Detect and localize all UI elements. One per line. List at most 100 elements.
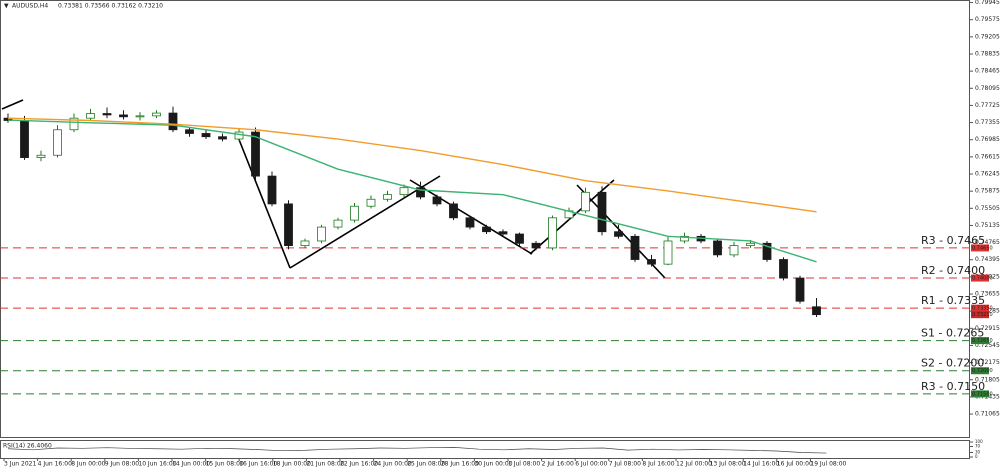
- y-tick-label: 0.79575: [975, 16, 1000, 23]
- rsi-tick-label: 70: [975, 444, 981, 449]
- candle-body: [663, 240, 673, 265]
- y-tick-label: 0.78095: [975, 85, 1000, 92]
- rsi-tick-label: 30: [975, 450, 981, 455]
- candle-body: [795, 277, 805, 302]
- candle-body: [168, 112, 178, 131]
- candle-body: [383, 194, 392, 200]
- candle-body: [350, 205, 359, 221]
- rsi-line: [7, 447, 827, 454]
- y-tick-label: 0.71065: [975, 411, 1000, 418]
- price-tag-box: [971, 311, 989, 319]
- moving-average: [7, 119, 817, 263]
- level-tag-box: [971, 390, 989, 398]
- candle-body: [317, 226, 326, 242]
- y-tick-label: 0.72915: [975, 325, 1000, 332]
- x-tick-label: 19 Jul 08:00: [810, 461, 846, 468]
- candle-body: [399, 187, 409, 196]
- candle-body: [432, 196, 442, 205]
- level-tag: 0.74000: [972, 276, 993, 282]
- candle-body: [218, 136, 227, 140]
- x-tick-label: 9 Jun 08:00: [105, 461, 139, 468]
- candle-body: [614, 231, 623, 237]
- y-tick-label: 0.76615: [975, 153, 1000, 160]
- x-tick-label: 1 Jul 08:00: [508, 461, 540, 468]
- level-tag-box: [971, 304, 989, 312]
- level-tag: 0.72650: [972, 338, 993, 344]
- candle-body: [449, 203, 458, 219]
- x-tick-label: 13 Jul 08:00: [710, 461, 746, 468]
- candle-body: [20, 120, 29, 158]
- x-tick-label: 14 Jun 00:00: [172, 461, 210, 468]
- x-tick-label: 14 Jul 16:00: [743, 461, 779, 468]
- level-label: R1 - 0.7335: [921, 294, 985, 307]
- candle-body: [201, 133, 211, 138]
- candle-body: [812, 306, 821, 316]
- candle-body: [234, 131, 244, 140]
- level-label: S1 - 0.7265: [921, 327, 984, 340]
- y-tick-label: 0.79205: [975, 33, 1000, 40]
- x-tick-label: 22 Jun 16:00: [340, 461, 378, 468]
- candle-body: [597, 191, 607, 233]
- ohlc-header: 0.73381 0.73566 0.73162 0.73210: [58, 3, 163, 10]
- level-tag-box: [971, 367, 989, 375]
- x-tick-label: 4 Jun 16:00: [38, 461, 72, 468]
- x-tick-label: 2 Jul 16:00: [542, 461, 574, 468]
- level-label: R3 - 0.7150: [921, 380, 985, 393]
- candle-body: [779, 259, 788, 279]
- candle-body: [119, 114, 128, 118]
- x-tick-label: 7 Jul 08:00: [609, 461, 641, 468]
- candle-body: [416, 187, 425, 198]
- candle-body: [152, 112, 161, 117]
- y-tick-label: 0.74765: [975, 239, 1000, 246]
- candle-body: [36, 154, 46, 158]
- candle-body: [729, 245, 739, 256]
- level-tag: 0.73350: [972, 306, 993, 312]
- level-label: R2 - 0.7400: [921, 264, 985, 277]
- rsi-tick-label: 0: [975, 454, 978, 459]
- candle-body: [284, 203, 293, 247]
- y-tick-label: 0.79945: [975, 0, 1000, 6]
- y-tick-label: 0.77725: [975, 102, 1000, 109]
- candle-body: [86, 113, 95, 119]
- x-tick-label: 30 Jun 00:00: [474, 461, 512, 468]
- y-tick-label: 0.72175: [975, 359, 1000, 366]
- x-tick-label: 28 Jun 16:00: [441, 461, 479, 468]
- price-tag: 0.73210: [972, 312, 993, 318]
- candle-body: [267, 175, 277, 205]
- candle-body: [515, 233, 524, 244]
- candle-body: [333, 219, 343, 228]
- moving-average: [7, 117, 817, 213]
- x-tick-label: 24 Jun 00:00: [374, 461, 412, 468]
- collapse-arrow[interactable]: ▼: [4, 3, 9, 10]
- y-tick-label: 0.78835: [975, 50, 1000, 57]
- level-tag: 0.72000: [972, 368, 993, 374]
- candle-body: [498, 231, 508, 235]
- level-tag: 0.74650: [972, 245, 993, 251]
- candle-body: [746, 242, 755, 247]
- y-tick-label: 0.75135: [975, 222, 1000, 229]
- y-tick-label: 0.78465: [975, 68, 1000, 75]
- y-tick-label: 0.74395: [975, 256, 1000, 263]
- level-tag: 0.71500: [972, 391, 993, 397]
- y-tick-label: 0.72545: [975, 342, 1000, 349]
- y-tick-label: 0.73655: [975, 291, 1000, 298]
- x-tick-label: 10 Jun 16:00: [138, 461, 176, 468]
- y-tick-label: 0.76245: [975, 171, 1000, 178]
- x-tick-label: 16 Jun 16:00: [239, 461, 277, 468]
- candle-body: [69, 117, 79, 131]
- x-tick-label: 6 Jul 00:00: [575, 461, 607, 468]
- level-label: S2 - 0.7200: [921, 357, 984, 370]
- candle-body: [548, 217, 557, 249]
- candle-body: [531, 242, 541, 249]
- level-tag-box: [971, 274, 989, 282]
- symbol: AUDUSD,H4: [12, 3, 48, 10]
- x-tick-label: 8 Jun 00:00: [71, 461, 105, 468]
- candle-body: [581, 191, 590, 212]
- candle-body: [135, 115, 145, 118]
- x-tick-label: 8 Jul 16:00: [642, 461, 674, 468]
- y-tick-label: 0.75505: [975, 205, 1000, 212]
- candle-body: [185, 129, 194, 134]
- candle-body: [647, 259, 656, 265]
- plot-frame: [0, 0, 970, 438]
